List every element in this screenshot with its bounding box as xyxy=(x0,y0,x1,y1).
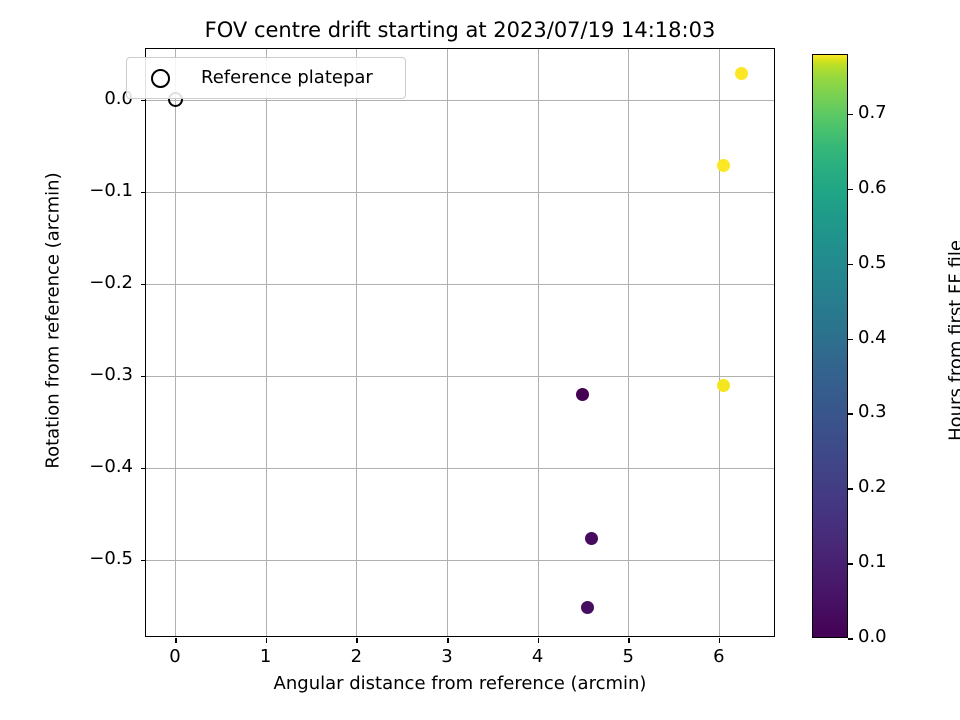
colorbar-tick-label: 0.4 xyxy=(858,326,887,348)
colorbar-tick xyxy=(848,113,853,116)
x-axis-tick xyxy=(356,638,358,643)
y-axis-tick xyxy=(141,467,146,470)
data-point xyxy=(580,601,594,615)
x-axis-tick xyxy=(446,638,449,643)
y-axis-tick-label: −0.4 xyxy=(89,455,133,477)
gridline-horizontal xyxy=(146,191,774,193)
gridline-vertical xyxy=(537,49,539,636)
gridline-vertical xyxy=(718,49,721,636)
data-point xyxy=(735,67,749,81)
x-axis-tick-label: 6 xyxy=(713,646,725,667)
y-axis-tick-label: −0.3 xyxy=(89,363,133,385)
colorbar-tick xyxy=(848,263,853,266)
x-axis-tick xyxy=(628,638,630,643)
x-axis-tick-label: 0 xyxy=(169,646,181,667)
y-axis-tick-label: 0.0 xyxy=(104,87,133,109)
legend-marker-icon xyxy=(151,69,170,88)
x-axis-tick-label: 1 xyxy=(259,646,272,667)
colorbar-tick xyxy=(848,413,853,415)
colorbar-tick-label: 0.7 xyxy=(858,101,887,123)
y-axis-tick-label: −0.1 xyxy=(89,179,133,201)
y-axis-tick xyxy=(141,99,146,102)
x-axis-tick-label: 3 xyxy=(441,646,453,667)
colorbar-tick-label: 0.5 xyxy=(858,251,887,273)
y-axis-tick-label: −0.2 xyxy=(89,271,133,293)
y-axis-tick xyxy=(141,375,146,378)
data-point xyxy=(585,532,599,546)
colorbar-tick-label: 0.3 xyxy=(858,401,887,423)
colorbar-tick-label: 0.6 xyxy=(858,176,887,198)
gridline-vertical xyxy=(265,49,267,636)
x-axis-tick xyxy=(537,638,540,643)
x-axis-tick-label: 4 xyxy=(531,646,544,667)
y-axis-label: Rotation from reference (arcmin) xyxy=(42,172,64,469)
y-axis-tick-label: −0.5 xyxy=(89,547,133,569)
gridline-vertical xyxy=(356,49,358,636)
colorbar-tick xyxy=(848,488,853,490)
x-axis-tick xyxy=(718,638,721,643)
colorbar-tick xyxy=(848,563,853,565)
x-axis-tick-label: 2 xyxy=(350,646,363,667)
x-axis-tick xyxy=(265,638,268,643)
plot-area: 0 1 2 3 4 5 6 0.0 −0.1 −0.2 −0.3 −0.4 −0.5 xyxy=(89,48,775,667)
colorbar-label: Hours from first FF file xyxy=(945,240,960,441)
y-axis-tick xyxy=(141,559,146,562)
gridline-horizontal xyxy=(146,99,774,101)
colorbar-tick-label: 0.2 xyxy=(858,476,887,498)
colorbar: 0.0 0.1 0.2 0.3 0.4 0.5 0.6 0.7 xyxy=(812,54,887,647)
gridline-vertical xyxy=(628,49,630,636)
gridline-vertical xyxy=(446,49,449,636)
y-axis-tick xyxy=(141,191,146,194)
legend-item-label: Reference platepar xyxy=(201,67,373,88)
colorbar-tick xyxy=(848,188,853,191)
x-axis-tick xyxy=(175,638,177,643)
gridline-vertical xyxy=(175,49,177,636)
gridline-horizontal xyxy=(146,375,774,377)
gridline-horizontal xyxy=(146,467,774,469)
colorbar-tick-label: 0.1 xyxy=(858,551,887,573)
legend: Reference platepar xyxy=(126,57,406,99)
colorbar-tick-label: 0.0 xyxy=(858,626,887,647)
x-axis-label: Angular distance from reference (arcmin) xyxy=(273,673,647,694)
gridline-horizontal xyxy=(146,283,774,285)
y-axis-tick xyxy=(141,283,146,286)
colorbar-gradient xyxy=(812,54,848,638)
data-point xyxy=(716,159,730,173)
colorbar-tick xyxy=(848,338,853,341)
data-point xyxy=(716,379,730,393)
page-title: FOV centre drift starting at 2023/07/19 … xyxy=(204,18,716,42)
x-axis-tick-label: 5 xyxy=(622,646,634,667)
data-point xyxy=(576,387,590,401)
gridline-horizontal xyxy=(146,559,774,561)
colorbar-tick xyxy=(848,638,853,640)
